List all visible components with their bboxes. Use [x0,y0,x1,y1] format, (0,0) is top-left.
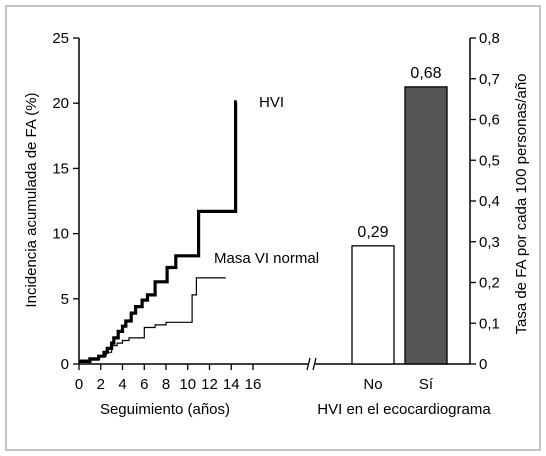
axis-break-mark [306,357,311,371]
x-tick-label: 8 [162,376,170,393]
left-y-tick-label: 0 [61,356,69,373]
hvi-step-line [79,100,238,363]
line-x-axis-title: Seguimiento (años) [100,401,230,418]
x-tick-label: 0 [75,376,83,393]
left-y-tick-label: 20 [52,95,69,112]
right-y-axis-title: Tasa de FA por cada 100 personas/año [513,73,530,334]
bar-category-label: Sí [419,376,434,393]
x-tick-label: 10 [179,376,196,393]
right-y-tick-label: 0,8 [479,30,500,47]
bar-value-label: 0,68 [410,65,441,82]
figure-border [5,5,541,451]
axis-break-mark [312,357,317,371]
right-y-tick-label: 0,2 [479,275,500,292]
right-y-tick-label: 0,7 [479,71,500,88]
x-tick-label: 14 [223,376,240,393]
bar-x-axis-title: HVI en el ecocardiograma [317,401,491,418]
left-y-tick-label: 5 [61,291,69,308]
left-y-tick-label: 25 [52,30,69,47]
left-y-tick-label: 15 [52,160,69,177]
right-y-tick-label: 0,5 [479,152,500,169]
right-y-tick-label: 0,3 [479,234,500,251]
left-y-tick-label: 10 [52,226,69,243]
bar-category-label: No [363,376,382,393]
bar-no [351,245,395,365]
bar-si [404,86,448,365]
x-tick-label: 12 [201,376,218,393]
hvi-series-label: HVI [259,94,284,111]
right-y-tick-label: 0,1 [479,315,500,332]
normal-series-label: Masa VI normal [214,250,319,267]
right-y-tick-label: 0 [479,356,487,373]
x-tick-label: 4 [118,376,126,393]
x-tick-label: 2 [97,376,105,393]
x-tick-label: 16 [245,376,262,393]
right-y-tick-label: 0,6 [479,112,500,129]
normal-step-line [79,277,226,361]
right-y-tick-label: 0,4 [479,193,500,210]
bar-value-label: 0,29 [357,224,388,241]
x-tick-label: 6 [140,376,148,393]
left-y-axis-title: Incidencia acumulada de FA (%) [23,92,40,307]
